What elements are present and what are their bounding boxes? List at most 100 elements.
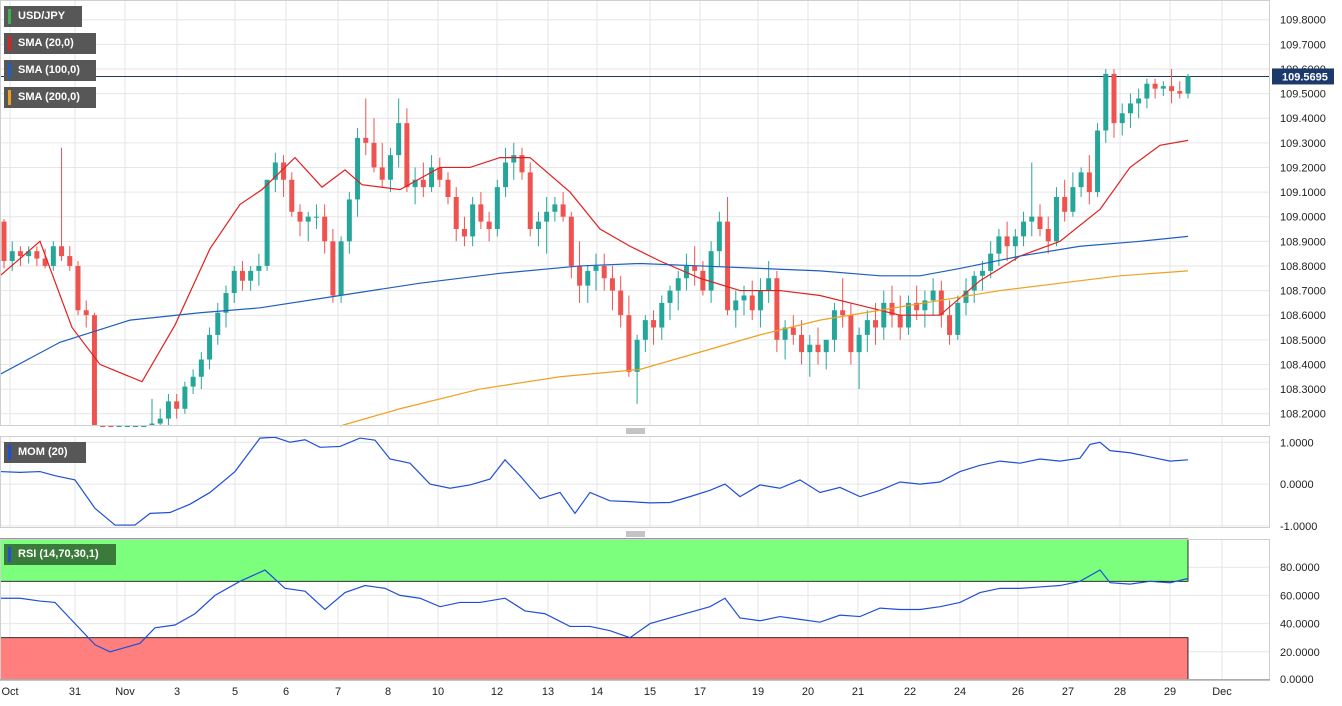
candle <box>42 248 48 269</box>
legend-item[interactable]: SMA (20,0) <box>4 33 96 54</box>
candle-body <box>823 339 829 353</box>
candle-body <box>741 295 747 301</box>
candle <box>116 426 122 427</box>
candle-body <box>1086 172 1092 193</box>
main-panel-grid <box>0 0 1270 426</box>
candle-body <box>437 167 443 180</box>
candle <box>272 152 278 193</box>
candle <box>396 98 402 168</box>
candle <box>864 310 870 353</box>
candle-body <box>1160 86 1166 89</box>
candle-body <box>1136 98 1142 104</box>
y-axis-labels: 109.8000109.7000109.6000109.5000109.4000… <box>1280 15 1326 686</box>
x-axis-labels: Oct 31 Nov 3 5 6 7 8 10 12 13 14 15 17 19 20 21 22 24 26 27 2… <box>1 686 1232 698</box>
candle-body <box>979 270 985 276</box>
candle-body <box>881 302 887 328</box>
candle <box>478 192 484 230</box>
candle <box>1169 68 1175 104</box>
momentum-line <box>0 436 1189 526</box>
candle <box>281 155 287 197</box>
legend-item[interactable]: SMA (200,0) <box>4 87 96 108</box>
candle <box>34 246 40 266</box>
candle-body <box>141 426 147 427</box>
sma-line-2 <box>339 270 1189 427</box>
y-tick-label: 108.2000 <box>1280 409 1326 421</box>
candle-body <box>757 290 763 311</box>
x-tick-label: 15 <box>644 686 656 698</box>
candle-body <box>774 278 780 340</box>
candle-body <box>75 265 81 311</box>
candle <box>198 352 204 390</box>
mom-y-tick-label: 1.0000 <box>1280 437 1314 449</box>
candle-body <box>1037 216 1043 230</box>
candle <box>1086 155 1092 205</box>
candle <box>486 211 492 242</box>
candle <box>75 261 81 316</box>
candle-body <box>338 241 344 296</box>
candle-body <box>716 221 722 252</box>
candle <box>1078 167 1084 197</box>
candle <box>659 295 665 340</box>
last-price-value: 109.5695 <box>1282 71 1328 83</box>
candle <box>346 192 352 254</box>
candle <box>470 196 476 247</box>
candle-body <box>174 401 180 409</box>
y-tick-label: 109.8000 <box>1280 15 1326 27</box>
candle-body <box>165 401 171 419</box>
moving-averages <box>0 139 1189 427</box>
legend-item[interactable]: USD/JPY <box>4 6 82 27</box>
candle <box>618 275 624 328</box>
candle-body <box>659 302 665 328</box>
candle-body <box>83 310 89 316</box>
legend-label: SMA (20,0) <box>18 37 74 49</box>
candle-body <box>535 221 541 230</box>
candle <box>1152 78 1158 99</box>
candle-body <box>26 251 32 257</box>
candle <box>322 204 328 254</box>
candle <box>412 167 418 205</box>
candle <box>461 216 467 247</box>
candle <box>922 290 928 328</box>
candle <box>1136 88 1142 119</box>
panel-resize-handles[interactable] <box>626 428 645 537</box>
candle-body <box>182 386 188 409</box>
candle <box>248 265 254 291</box>
candle-body <box>552 204 558 212</box>
candle-body <box>955 302 961 335</box>
candle-body <box>207 334 213 360</box>
y-tick-label: 108.5000 <box>1280 335 1326 347</box>
candle <box>50 241 56 271</box>
candle <box>577 241 583 303</box>
candle-body <box>1053 196 1059 242</box>
candle-body <box>725 221 731 311</box>
candle <box>873 302 879 345</box>
candle <box>766 261 772 303</box>
candle <box>387 147 393 193</box>
x-tick-label: 10 <box>432 686 444 698</box>
candle-body <box>42 258 48 266</box>
candle <box>1045 216 1051 254</box>
candle-body <box>322 216 328 242</box>
candle <box>157 408 163 426</box>
candle <box>1127 93 1133 129</box>
candle-body <box>281 162 287 180</box>
candle-body <box>864 320 870 335</box>
candle <box>807 334 813 377</box>
rsi-zones <box>0 538 1189 681</box>
candle-body <box>667 290 673 303</box>
candle <box>1029 162 1035 237</box>
candle-body <box>420 179 426 188</box>
candle <box>897 295 903 340</box>
y-tick-label: 108.9000 <box>1280 236 1326 248</box>
last-price-badge-bg <box>1272 68 1334 85</box>
legend-item[interactable]: SMA (100,0) <box>4 60 96 81</box>
candle-body <box>116 426 122 427</box>
sma-line-1 <box>0 235 1189 375</box>
candle-body <box>782 327 788 340</box>
candle <box>207 327 213 370</box>
candle-body <box>461 229 467 237</box>
legend-label: SMA (200,0) <box>18 91 80 103</box>
candle <box>108 426 114 427</box>
candle <box>59 147 65 262</box>
candle <box>1144 78 1150 109</box>
